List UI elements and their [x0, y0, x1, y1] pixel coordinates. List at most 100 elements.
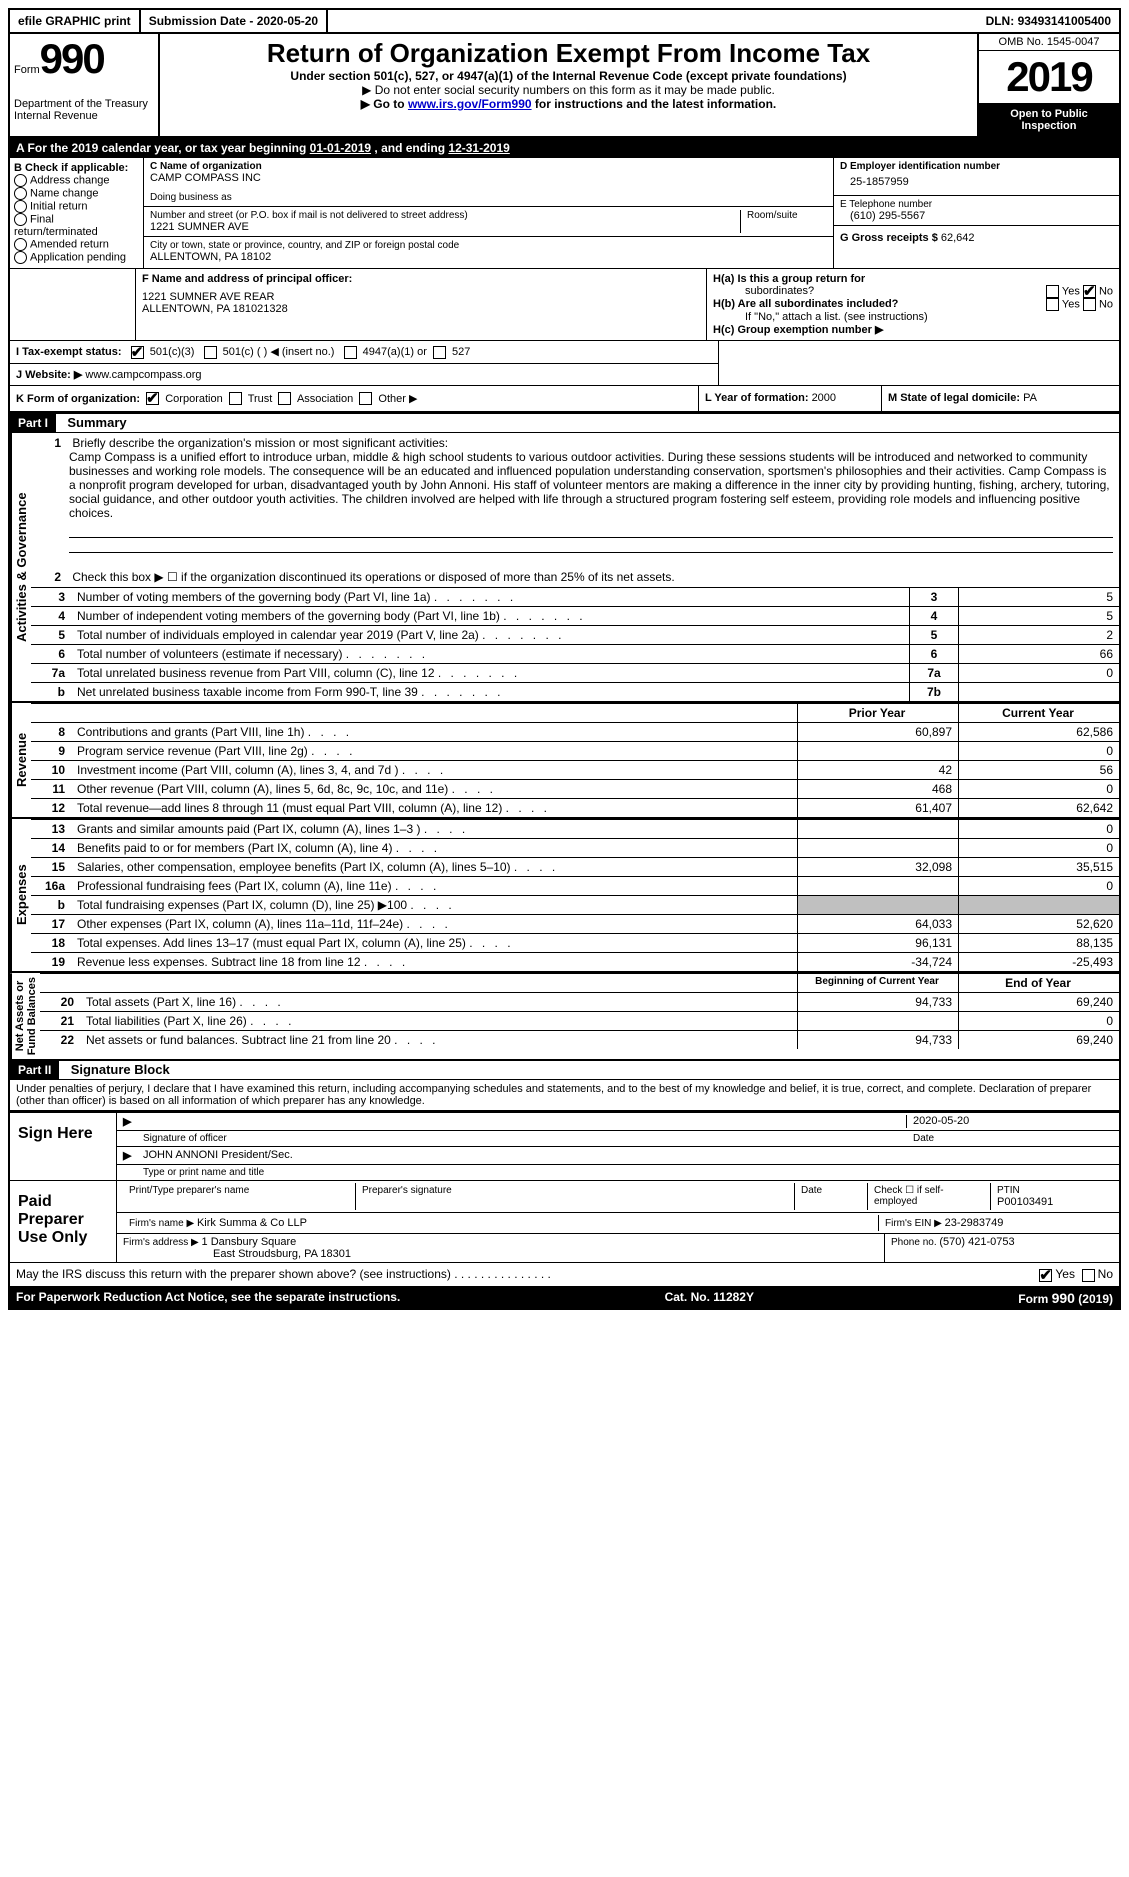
prep-date-label: Date	[795, 1183, 868, 1210]
chk-527[interactable]	[433, 346, 446, 359]
current-year-label: Current Year	[959, 704, 1120, 723]
hb-note: If "No," attach a list. (see instruction…	[713, 311, 1113, 323]
chk-trust[interactable]	[229, 392, 242, 405]
k-o4: Other ▶	[378, 393, 417, 405]
top-bar: efile GRAPHIC print Submission Date - 20…	[10, 10, 1119, 34]
discuss-yes[interactable]	[1039, 1269, 1052, 1282]
chk-other[interactable]	[359, 392, 372, 405]
chk-501c3[interactable]	[131, 346, 144, 359]
k-o2: Trust	[248, 393, 273, 405]
perjury-text: Under penalties of perjury, I declare th…	[10, 1080, 1119, 1111]
tax-year: 2019	[979, 51, 1119, 104]
sign-here-label: Sign Here	[10, 1113, 117, 1180]
hb-no[interactable]	[1083, 298, 1096, 311]
period-row: A For the 2019 calendar year, or tax yea…	[10, 138, 1119, 158]
d-row: D Employer identification number 25-1857…	[834, 158, 1119, 196]
period-end: 12-31-2019	[448, 141, 509, 155]
net-section: Net Assets or Fund Balances Beginning of…	[10, 973, 1119, 1060]
org-street: 1221 SUMNER AVE	[150, 221, 734, 233]
type-name-label: Type or print name and title	[117, 1165, 1119, 1180]
table-row: 10Investment income (Part VIII, column (…	[31, 761, 1119, 780]
firm-addr-label: Firm's address ▶	[123, 1237, 202, 1248]
city-label: City or town, state or province, country…	[150, 240, 827, 251]
chk-amended[interactable]	[14, 238, 27, 251]
chk-address-change[interactable]	[14, 174, 27, 187]
phone-label: Phone no.	[891, 1237, 939, 1248]
note2-post: for instructions and the latest informat…	[532, 97, 777, 111]
self-emp-label: Check ☐ if self-employed	[868, 1183, 991, 1210]
chk-initial[interactable]	[14, 200, 27, 213]
efile-label: efile GRAPHIC print	[10, 10, 141, 32]
side-exp: Expenses	[10, 819, 31, 971]
klm-row: K Form of organization: Corporation Trus…	[10, 386, 1119, 414]
chk-assoc[interactable]	[278, 392, 291, 405]
e-value: (610) 295-5567	[840, 210, 1113, 222]
ag-section: Activities & Governance 1 Briefly descri…	[10, 433, 1119, 703]
end-year-label: End of Year	[959, 974, 1120, 993]
phone-value: (570) 421-0753	[939, 1236, 1014, 1248]
opt-pending: Application pending	[30, 251, 126, 263]
ha-sub: subordinates?	[713, 285, 1046, 298]
col-c: C Name of organization CAMP COMPASS INC …	[144, 158, 834, 268]
discuss-text: May the IRS discuss this return with the…	[16, 1267, 1039, 1281]
chk-501c[interactable]	[204, 346, 217, 359]
j-row: J Website: ▶ www.campcompass.org	[10, 364, 718, 385]
g-label: G Gross receipts $	[840, 232, 941, 244]
table-row: 4Number of independent voting members of…	[31, 607, 1119, 626]
chk-name-change[interactable]	[14, 187, 27, 200]
no-label: No	[1099, 285, 1113, 297]
table-row: 22Net assets or fund balances. Subtract …	[40, 1031, 1119, 1050]
l2-text: Check this box ▶ ☐ if the organization d…	[72, 570, 674, 584]
table-row: 14Benefits paid to or for members (Part …	[31, 839, 1119, 858]
discuss-no[interactable]	[1082, 1269, 1095, 1282]
open-inspection: Open to Public Inspection	[979, 104, 1119, 136]
dln-cell: DLN: 93493141005400	[978, 10, 1119, 32]
k-o1: Corporation	[165, 393, 222, 405]
hc-label: H(c) Group exemption number ▶	[713, 323, 1113, 336]
l1-text: Camp Compass is a unified effort to intr…	[37, 450, 1113, 520]
line1: 1 Briefly describe the organization's mi…	[31, 433, 1119, 523]
form990-link[interactable]: www.irs.gov/Form990	[408, 97, 532, 111]
table-row: 21Total liabilities (Part X, line 26) . …	[40, 1012, 1119, 1031]
ij-row: I Tax-exempt status: 501(c)(3) 501(c) ( …	[10, 341, 1119, 386]
form-note2: ▶ Go to www.irs.gov/Form990 for instruct…	[164, 97, 973, 111]
ha-yes[interactable]	[1046, 285, 1059, 298]
chk-final[interactable]	[14, 213, 27, 226]
m-label: M State of legal domicile:	[888, 392, 1023, 404]
officer-name: JOHN ANNONI President/Sec.	[143, 1149, 1113, 1162]
paid-preparer-label: Paid Preparer Use Only	[10, 1181, 117, 1262]
part2-title: Signature Block	[63, 1060, 178, 1079]
chk-pending[interactable]	[14, 251, 27, 264]
org-name: CAMP COMPASS INC	[150, 172, 827, 184]
side-ag: Activities & Governance	[10, 433, 31, 701]
prep-name-label: Print/Type preparer's name	[123, 1183, 356, 1210]
opt-initial: Initial return	[30, 200, 87, 212]
part2-label: Part II	[10, 1061, 59, 1079]
c-street-row: Number and street (or P.O. box if mail i…	[144, 207, 833, 237]
g-row: G Gross receipts $ 62,642	[834, 226, 1119, 250]
table-row: bNet unrelated business taxable income f…	[31, 683, 1119, 702]
ha-no[interactable]	[1083, 285, 1096, 298]
chk-4947[interactable]	[344, 346, 357, 359]
opt-address: Address change	[30, 174, 110, 186]
ptin-value: P00103491	[997, 1196, 1107, 1208]
chk-corp[interactable]	[146, 392, 159, 405]
fh-section: F Name and address of principal officer:…	[10, 269, 1119, 341]
omb-label: OMB No. 1545-0047	[979, 34, 1119, 51]
col-b: B Check if applicable: Address change Na…	[10, 158, 144, 268]
e-row: E Telephone number (610) 295-5567	[834, 196, 1119, 226]
header-left: Form990 Department of the Treasury Inter…	[10, 34, 160, 136]
header-right: OMB No. 1545-0047 2019 Open to Public In…	[979, 34, 1119, 136]
l-row: L Year of formation: 2000	[699, 386, 882, 412]
dba-label: Doing business as	[150, 192, 827, 203]
period-pre: A For the 2019 calendar year, or tax yea…	[16, 141, 310, 155]
form-word: Form	[14, 64, 40, 76]
form-note1: ▶ Do not enter social security numbers o…	[164, 83, 973, 97]
header-center: Return of Organization Exempt From Incom…	[160, 34, 979, 136]
hb-yes[interactable]	[1046, 298, 1059, 311]
i-row: I Tax-exempt status: 501(c)(3) 501(c) ( …	[10, 341, 718, 364]
k-label: K Form of organization:	[16, 393, 140, 405]
firm-ein-label: Firm's EIN ▶	[885, 1218, 945, 1229]
discuss-row: May the IRS discuss this return with the…	[10, 1262, 1119, 1285]
c-name-label: C Name of organization	[150, 161, 827, 172]
